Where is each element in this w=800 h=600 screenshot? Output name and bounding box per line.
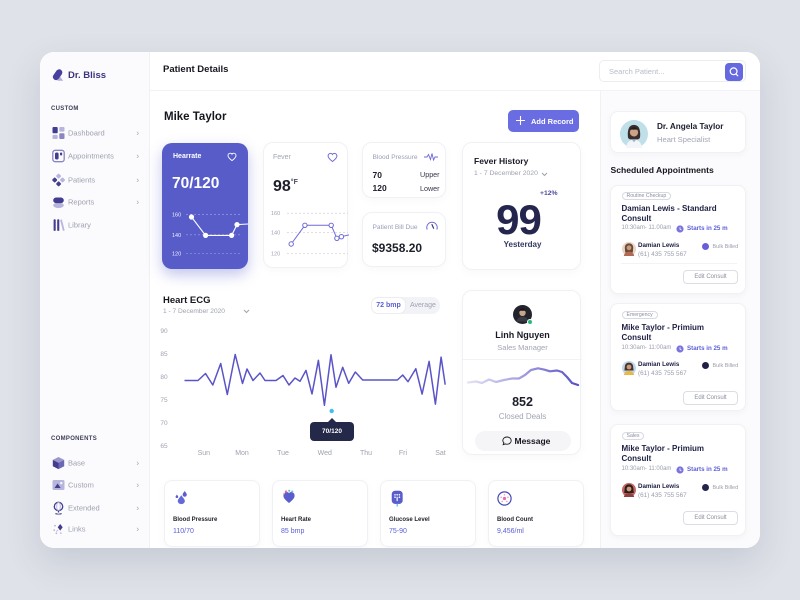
svg-text:140: 140 <box>172 233 181 239</box>
svg-text:Mon: Mon <box>235 450 249 457</box>
svg-text:65: 65 <box>160 443 168 450</box>
svg-text:75: 75 <box>160 397 168 404</box>
svg-text:Sun: Sun <box>198 450 211 457</box>
svg-text:120: 120 <box>271 252 280 258</box>
svg-text:Wed: Wed <box>318 450 332 457</box>
svg-text:85: 85 <box>160 351 168 358</box>
svg-text:Sat: Sat <box>435 450 446 457</box>
svg-text:80: 80 <box>160 374 168 381</box>
svg-text:Tue: Tue <box>277 450 289 457</box>
svg-text:120: 120 <box>172 252 181 258</box>
svg-text:Thu: Thu <box>360 450 372 457</box>
svg-text:160: 160 <box>271 211 280 217</box>
svg-text:70: 70 <box>160 420 168 427</box>
svg-text:Fri: Fri <box>399 450 408 457</box>
svg-text:140: 140 <box>271 231 280 237</box>
svg-text:90: 90 <box>160 328 168 335</box>
svg-text:160: 160 <box>172 212 181 218</box>
